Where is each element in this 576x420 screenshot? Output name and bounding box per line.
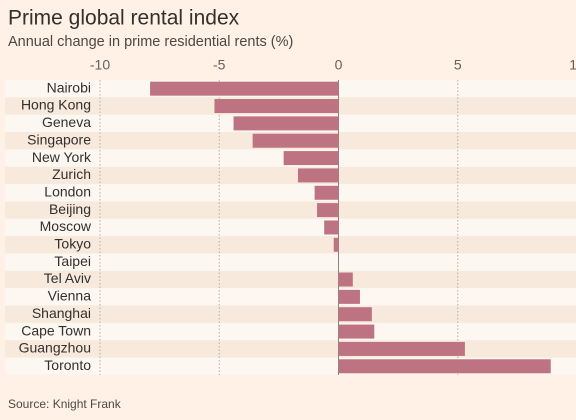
bar	[150, 81, 339, 96]
y-tick-label: Moscow	[40, 218, 92, 234]
row-band	[5, 270, 576, 289]
x-tick-label: -10	[90, 57, 110, 73]
bar	[338, 324, 375, 339]
y-tick-label: New York	[32, 149, 92, 165]
row-band	[5, 322, 576, 341]
row-band	[5, 166, 576, 185]
bar	[283, 151, 339, 166]
row-band	[5, 253, 576, 271]
bar	[338, 289, 360, 304]
x-tick-label: 10	[569, 57, 576, 73]
row-band	[5, 236, 576, 254]
y-tick-label: Cape Town	[21, 322, 91, 338]
y-tick-label: Tel Aviv	[44, 270, 91, 286]
x-tick-label: 5	[454, 57, 462, 73]
row-band	[5, 184, 576, 202]
bar	[338, 272, 353, 287]
bar	[252, 133, 339, 148]
bar	[214, 99, 339, 114]
y-tick-label: Tokyo	[54, 236, 91, 252]
chart-subtitle: Annual change in prime residential rents…	[8, 34, 293, 50]
row-band	[5, 305, 576, 323]
row-band	[5, 288, 576, 306]
y-tick-label: Geneva	[42, 114, 91, 130]
y-tick-label: Beijing	[49, 201, 91, 217]
bar	[338, 341, 465, 356]
y-tick-label: Hong Kong	[21, 97, 91, 113]
y-tick-label: Shanghai	[32, 305, 91, 321]
row-band	[5, 201, 576, 219]
y-tick-label: Vienna	[48, 288, 92, 304]
y-tick-label: London	[44, 183, 91, 199]
bar	[317, 203, 339, 218]
y-tick-label: Taipei	[54, 253, 91, 269]
bar	[297, 168, 339, 183]
x-tick-label: -5	[213, 57, 226, 73]
row-band	[5, 218, 576, 237]
bar	[324, 220, 339, 235]
y-tick-label: Zurich	[52, 166, 91, 182]
bar	[314, 185, 339, 200]
bar	[338, 307, 372, 322]
bar	[338, 359, 551, 374]
y-tick-label: Nairobi	[47, 79, 91, 95]
bar	[333, 237, 339, 252]
bar	[233, 116, 339, 131]
y-tick-label: Guangzhou	[19, 340, 91, 356]
y-tick-label: Toronto	[44, 357, 91, 373]
source: Source: Knight Frank	[8, 397, 122, 411]
x-tick-label: 0	[335, 57, 343, 73]
y-tick-label: Singapore	[27, 131, 91, 147]
chart-title: Prime global rental index	[8, 7, 240, 30]
